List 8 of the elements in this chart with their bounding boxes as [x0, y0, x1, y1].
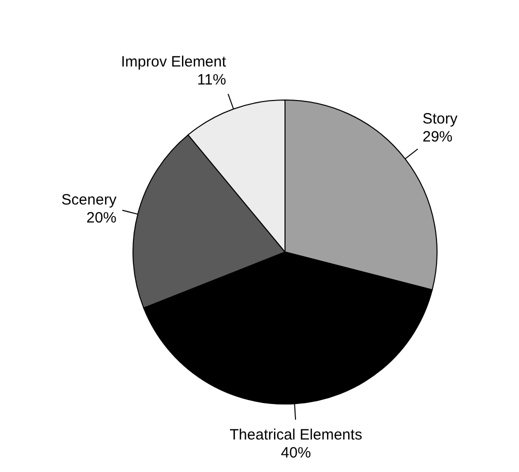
- data-label: 20%: [86, 210, 116, 227]
- data-label: 40%: [280, 444, 311, 462]
- data-label: 29%: [422, 128, 453, 146]
- slice-label: Improv Element: [121, 53, 227, 70]
- slice-label: Theatrical Elements: [230, 426, 362, 444]
- slice-label: Story: [422, 110, 458, 128]
- data-label: 11%: [197, 71, 226, 88]
- slice-label: Scenery: [61, 192, 117, 209]
